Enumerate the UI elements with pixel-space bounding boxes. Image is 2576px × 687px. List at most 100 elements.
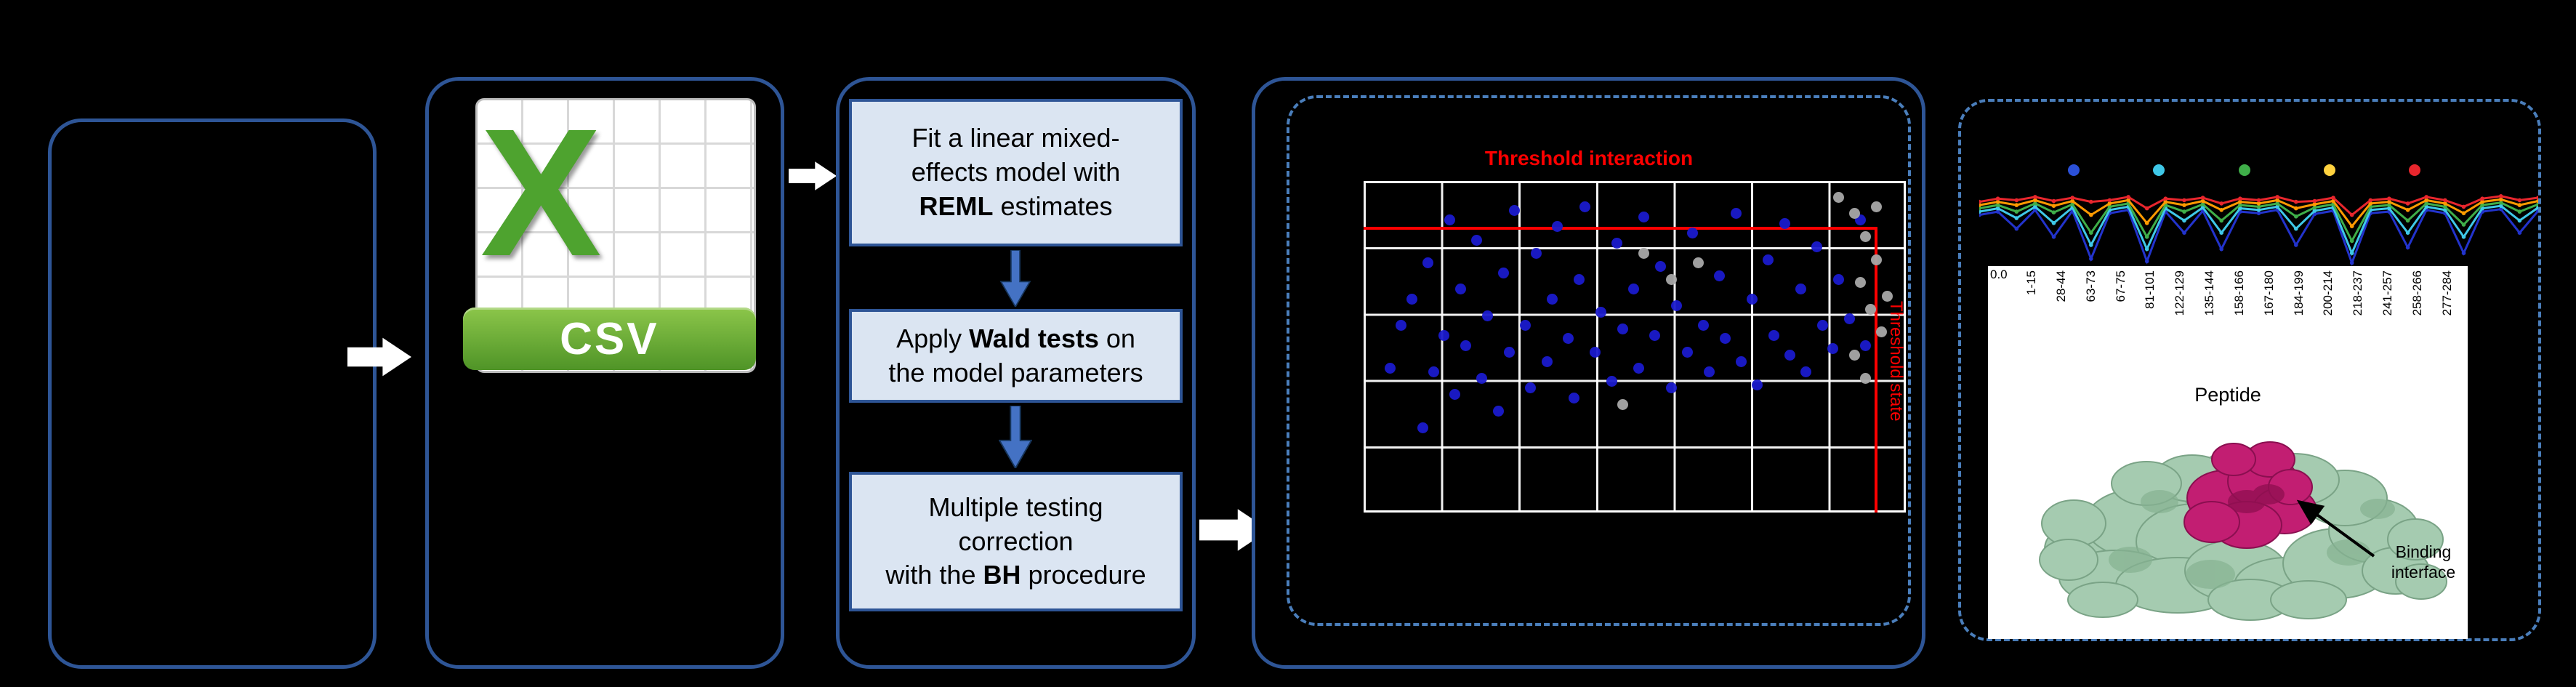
- peptide-tick-label: 81-101: [2143, 270, 2157, 309]
- uptake-point: [2294, 243, 2298, 247]
- experimental-design-panel: [48, 118, 377, 669]
- scatter-point: [1563, 333, 1574, 345]
- uptake-point: [2089, 212, 2093, 217]
- scatter-point: [1509, 204, 1521, 216]
- scatter-point: [1784, 350, 1795, 361]
- uptake-point: [2461, 211, 2466, 216]
- uptake-point: [2536, 202, 2538, 206]
- peptide-tick-label: 1-15: [2024, 270, 2038, 296]
- scatter-point: [1385, 363, 1396, 374]
- scatter-point: [1481, 310, 1493, 321]
- uptake-point: [2089, 243, 2093, 247]
- scatter-point: [1541, 356, 1553, 368]
- uptake-point: [2256, 198, 2261, 203]
- uptake-point: [2219, 208, 2223, 212]
- uptake-point: [2349, 212, 2354, 217]
- csv-input-panel: X CSV: [425, 77, 784, 669]
- uptake-point: [1979, 209, 1981, 214]
- peptide-view-dashed-frame: [1958, 99, 2541, 641]
- uptake-point: [2368, 201, 2373, 206]
- peptide-plot-panel: 0.0 1-15 28-44 63-73 67-75 81-101 122-129 135-…: [1988, 266, 2468, 639]
- uptake-point: [2144, 206, 2149, 211]
- threshold-interaction-line: [1364, 227, 1877, 230]
- scatter-point: [1574, 273, 1585, 285]
- uptake-point: [2051, 210, 2056, 214]
- uptake-point: [2405, 218, 2410, 223]
- scatter-point: [1870, 201, 1882, 213]
- uptake-point: [2312, 205, 2317, 210]
- uptake-point: [2200, 202, 2205, 206]
- peptide-tick-label: 277-284: [2439, 270, 2454, 316]
- scatter-point: [1854, 277, 1866, 289]
- uptake-point: [2182, 230, 2186, 235]
- threshold-interaction-label: Threshold interaction: [1484, 147, 1694, 169]
- uptake-point: [2070, 196, 2074, 200]
- scatter-point: [1519, 320, 1531, 332]
- scatter-point: [1876, 326, 1888, 338]
- scatter-point: [1406, 294, 1417, 305]
- scatter-point: [1881, 290, 1893, 302]
- pvalue-scatter-plot: [1364, 181, 1906, 513]
- uptake-point: [2517, 230, 2522, 235]
- protein-surface-icon: [2039, 441, 2447, 621]
- scatter-point: [1719, 333, 1731, 345]
- uptake-point: [2443, 201, 2447, 206]
- uptake-point: [2405, 245, 2410, 250]
- uptake-point: [2014, 198, 2019, 203]
- scatter-point: [1849, 208, 1861, 220]
- uptake-point: [2536, 196, 2538, 200]
- timepoint-legend-dots: [2068, 164, 2420, 176]
- peptide-tick-label: 200-214: [2321, 270, 2335, 316]
- peptide-tick-label: 241-257: [2380, 270, 2395, 316]
- uptake-point: [2517, 198, 2522, 203]
- uptake-point: [2331, 196, 2335, 200]
- peptide-tick-label: 63-73: [2083, 270, 2098, 302]
- uptake-point: [2126, 195, 2130, 199]
- uptake-point: [2536, 205, 2538, 210]
- uptake-point: [2126, 198, 2130, 203]
- uptake-point: [2014, 209, 2019, 214]
- scatter-point: [1460, 340, 1472, 351]
- uptake-point: [2238, 203, 2242, 207]
- uptake-point: [2107, 198, 2112, 203]
- scatter-point: [1606, 376, 1617, 387]
- scatter-point: [1595, 307, 1606, 318]
- uptake-point: [2275, 201, 2279, 206]
- uptake-point: [2163, 196, 2168, 201]
- step-bh-correction-text: Multiple testing correction with the BH …: [885, 491, 1146, 590]
- peptide-tick-label: 67-75: [2113, 270, 2128, 302]
- excel-x-icon: X: [480, 91, 602, 294]
- uptake-point: [1995, 196, 2000, 201]
- timepoint-dot: [2238, 164, 2250, 176]
- uptake-point: [2405, 201, 2410, 206]
- uptake-point: [2219, 201, 2223, 206]
- scatter-point: [1525, 382, 1537, 394]
- uptake-point: [2498, 201, 2503, 205]
- y-axis-tick: 0.0: [1990, 268, 2008, 281]
- uptake-point: [2033, 201, 2037, 206]
- uptake-point: [2144, 246, 2149, 252]
- step-fit-model-text: Fit a linear mixed- effects model with R…: [911, 123, 1121, 221]
- scatter-point: [1859, 340, 1871, 351]
- threshold-state-line: [1875, 227, 1877, 513]
- step-fit-model: Fit a linear mixed- effects model with R…: [849, 99, 1183, 246]
- scatter-point: [1428, 366, 1439, 377]
- scatter-point: [1681, 346, 1693, 358]
- scatter-point: [1849, 350, 1861, 361]
- scatter-point: [1827, 343, 1839, 355]
- uptake-point: [2275, 195, 2279, 199]
- uptake-point: [2480, 203, 2484, 207]
- peptide-tick-label: 122-129: [2173, 270, 2187, 316]
- uptake-point: [2480, 199, 2484, 204]
- flow-arrow-right-icon: [347, 337, 411, 377]
- scatter-point: [1811, 241, 1823, 252]
- uptake-line-blue: [1979, 208, 2538, 266]
- uptake-point: [2238, 196, 2242, 201]
- scatter-point: [1503, 346, 1515, 358]
- uptake-point: [2387, 196, 2391, 201]
- uptake-point: [2498, 194, 2503, 198]
- scatter-point: [1568, 392, 1579, 403]
- scatter-point: [1633, 363, 1644, 374]
- uptake-point: [2424, 195, 2428, 199]
- uptake-point: [2312, 209, 2317, 213]
